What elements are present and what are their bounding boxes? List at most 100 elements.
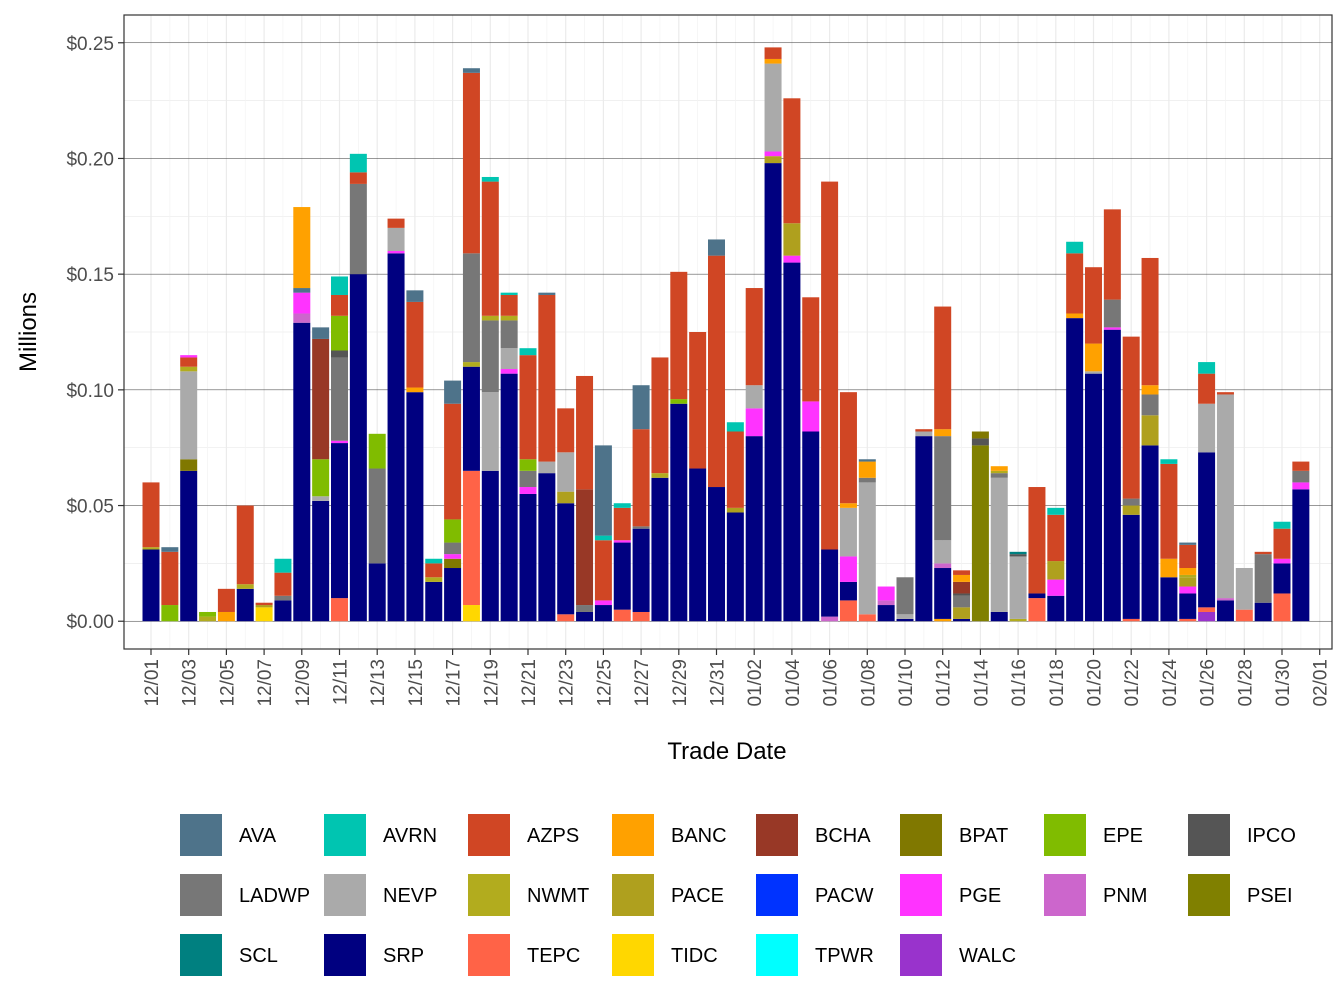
bar-segment-srp (349, 274, 367, 622)
bar-segment-pge (764, 151, 782, 157)
bar-segment-nwmt (500, 315, 518, 321)
bar-segment-azps (1216, 392, 1234, 395)
legend-label: PACE (671, 885, 724, 907)
bar-segment-bcha (312, 338, 330, 460)
bar-segment-azps (651, 357, 669, 474)
legend-item-nevp: NEVP (324, 874, 437, 916)
bar-segment-pge (293, 292, 311, 314)
bar-segment-avrn (1273, 521, 1291, 529)
legend-label: TPWR (815, 945, 874, 967)
bar-segment-banc (217, 611, 235, 622)
bar-segment-ava (293, 288, 311, 293)
legend-item-pacw: PACW (756, 874, 874, 916)
bar-segment-avrn (349, 153, 367, 173)
bar-segment-banc (1179, 568, 1197, 575)
bar-segment-pnm (877, 600, 895, 606)
bar-segment-srp (821, 549, 839, 617)
bar-01-10 (896, 577, 914, 622)
bar-segment-pge (613, 540, 631, 543)
legend-label: LADWP (239, 885, 310, 907)
bar-segment-azps (1028, 487, 1046, 594)
legend-swatch (180, 814, 222, 856)
bar-01-15 (990, 466, 1008, 622)
legend-label: AZPS (527, 825, 579, 847)
legend-swatch (612, 874, 654, 916)
legend-swatch (324, 874, 366, 916)
bar-segment-srp (576, 611, 594, 622)
bar-segment-ava (462, 68, 480, 73)
bar-segment-tepc (1198, 607, 1216, 612)
legend-item-pace: PACE (612, 874, 724, 916)
bar-segment-srp (1198, 452, 1216, 608)
bar-segment-banc (764, 58, 782, 64)
bar-segment-azps (1292, 461, 1310, 471)
bar-segment-azps (594, 540, 612, 601)
bar-segment-srp (934, 568, 952, 619)
bar-segment-avrn (519, 348, 537, 356)
bar-segment-pnm (1216, 598, 1234, 601)
legend-label: BCHA (815, 825, 871, 847)
legend-swatch (1044, 814, 1086, 856)
bar-segment-epe (312, 459, 330, 497)
bar-segment-nwmt (1009, 618, 1027, 622)
bar-01-24 (1160, 459, 1178, 622)
bar-segment-pace (783, 223, 801, 256)
bar-segment-nevp (858, 482, 876, 615)
bar-segment-ava (708, 239, 725, 256)
bar-segment-nevp (387, 227, 405, 252)
bar-segment-ava (444, 380, 462, 404)
bar-segment-epe (368, 433, 386, 469)
bar-segment-azps (519, 355, 537, 460)
bar-12-06 (236, 505, 254, 622)
bar-segment-srp (557, 503, 575, 615)
legend-swatch (324, 934, 366, 976)
bar-segment-azps (217, 588, 235, 612)
bar-segment-bpat (180, 459, 198, 471)
bar-01-19 (1066, 241, 1084, 622)
bar-segment-epe (161, 605, 179, 622)
bar-segment-azps (180, 357, 198, 367)
bar-segment-tepc (462, 470, 480, 606)
bar-12-27 (632, 385, 650, 622)
bar-segment-ipco (971, 438, 989, 446)
x-tick-label: 12/29 (670, 659, 691, 707)
legend-item-scl: SCL (180, 934, 278, 976)
legend-swatch (756, 934, 798, 976)
bar-segment-tepc (839, 600, 857, 622)
bar-segment-banc (953, 574, 971, 582)
legend-swatch (756, 814, 798, 856)
bar-segment-banc (1085, 343, 1102, 372)
legend-swatch (468, 814, 510, 856)
bar-segment-pnm (821, 616, 839, 622)
x-axis-title: Trade Date (667, 738, 786, 765)
bar-segment-ladwp (462, 253, 480, 363)
bar-segment-srp (708, 487, 725, 622)
bar-segment-srp (538, 473, 556, 622)
bar-segment-ladwp (576, 605, 594, 612)
bar-segment-ladwp (632, 526, 650, 529)
bar-01-03 (764, 47, 782, 622)
bar-segment-srp (689, 468, 707, 622)
bar-12-23 (557, 408, 575, 622)
legend-label: BANC (671, 825, 727, 847)
bar-segment-srp (293, 322, 311, 622)
bar-segment-azps (821, 181, 839, 550)
bar-01-13 (953, 570, 971, 622)
bar-segment-srp (180, 470, 198, 622)
x-tick-label: 12/11 (331, 659, 352, 705)
bar-01-04 (783, 98, 801, 622)
legend-label: WALC (959, 945, 1016, 967)
bar-segment-srp (802, 431, 820, 622)
bar-segment-ladwp (858, 477, 876, 483)
bar-12-03 (180, 355, 198, 622)
bar-01-08 (858, 459, 876, 622)
bar-01-25 (1179, 542, 1197, 622)
bar-segment-azps (1198, 373, 1216, 404)
bar-12-26 (613, 503, 631, 622)
legend-label: AVRN (383, 825, 437, 847)
bar-segment-azps (349, 172, 367, 184)
bar-segment-nevp (1198, 403, 1216, 453)
bar-segment-banc (934, 429, 952, 437)
legend-item-bcha: BCHA (756, 814, 871, 856)
bar-segment-srp (1085, 373, 1102, 622)
